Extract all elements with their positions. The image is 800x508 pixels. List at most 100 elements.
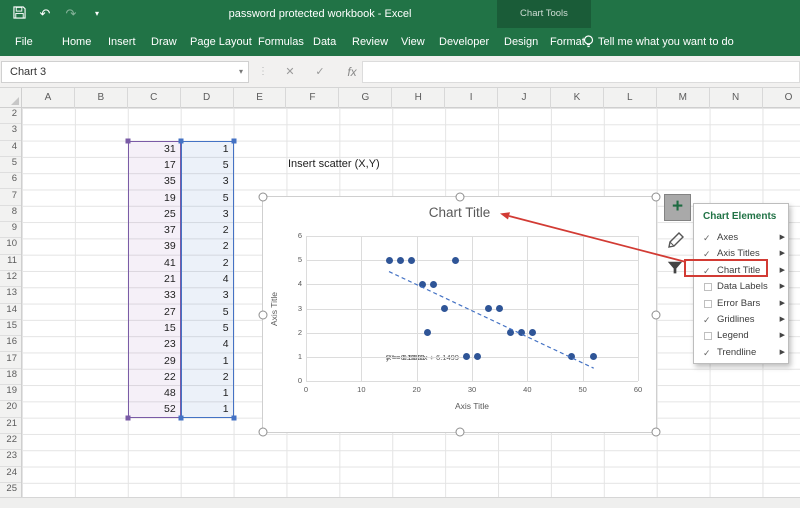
scatter-point[interactable] [518,329,526,337]
chevron-right-icon[interactable]: ▶ [779,266,785,274]
column-header-m[interactable]: M [657,88,710,108]
name-box-caret-icon[interactable]: ▾ [238,67,243,76]
column-header-h[interactable]: H [392,88,446,108]
select-all-corner[interactable] [0,88,22,108]
cell-d16[interactable]: 4 [222,338,229,351]
ribbon-tab-view[interactable]: View [401,36,425,48]
cell-c18[interactable]: 22 [164,370,176,383]
checkbox-checked-icon[interactable]: ✓ [703,265,711,276]
panel-item-axes[interactable]: ✓ Axes ▶ [694,230,790,246]
cell-c12[interactable]: 21 [164,273,176,285]
trendline[interactable] [263,197,658,434]
cell-c10[interactable]: 39 [164,240,176,253]
ribbon-tab-insert[interactable]: Insert [108,36,136,48]
column-header-o[interactable]: O [763,88,800,108]
row-header-6[interactable]: 6 [0,173,21,190]
chevron-right-icon[interactable]: ▶ [779,299,785,307]
chart-selection-handle[interactable] [258,192,268,202]
row-header-7[interactable]: 7 [0,190,21,206]
scatter-point[interactable] [568,353,576,361]
cell-d13[interactable]: 3 [222,289,229,302]
row-header-18[interactable]: 18 [0,369,21,386]
cell-c5[interactable]: 17 [164,158,176,171]
row-header-19[interactable]: 19 [0,385,21,402]
cell-c6[interactable]: 35 [164,175,176,188]
panel-item-trendline[interactable]: ✓ Trendline ▶ [694,345,790,361]
cell-d9[interactable]: 2 [222,224,229,237]
row-header-24[interactable]: 24 [0,467,21,483]
chart-selection-handle[interactable] [651,192,661,202]
chart-selection-handle[interactable] [258,310,268,319]
column-header-g[interactable]: G [339,88,393,108]
formula-input[interactable] [362,61,800,83]
cell-c9[interactable]: 37 [164,224,176,237]
ribbon-tab-design[interactable]: Design [504,36,539,48]
scatter-point[interactable] [462,353,470,361]
scatter-point[interactable] [485,305,493,312]
panel-item-axis-titles[interactable]: ✓ Axis Titles ▶ [694,246,790,262]
cell-d17[interactable]: 1 [222,354,229,367]
chevron-right-icon[interactable]: ▶ [779,283,785,291]
row-header-14[interactable]: 14 [0,304,21,320]
ribbon-tab-formulas[interactable]: Formulas [258,36,304,48]
chart-selection-handle[interactable] [651,427,661,437]
column-header-n[interactable]: N [710,88,763,108]
row-header-4[interactable]: 4 [0,141,21,157]
row-header-2[interactable]: 2 [0,108,21,125]
chevron-right-icon[interactable]: ▶ [779,250,785,258]
chart-selection-handle[interactable] [455,192,464,202]
row-header-5[interactable]: 5 [0,157,21,174]
scatter-point[interactable] [418,280,426,288]
cell-d8[interactable]: 3 [222,207,229,220]
checkbox-checked-icon[interactable]: ✓ [703,315,711,325]
chart-filters-button[interactable] [666,259,688,281]
scatter-point[interactable] [429,280,437,288]
scatter-point[interactable] [590,353,598,361]
chart-selection-handle[interactable] [258,427,268,437]
scatter-point[interactable] [496,305,504,312]
scatter-point[interactable] [396,256,404,264]
cell-c16[interactable]: 23 [164,338,176,351]
ribbon-tab-home[interactable]: Home [62,36,92,48]
ribbon-tab-developer[interactable]: Developer [439,36,490,48]
scatter-point[interactable] [407,256,415,264]
cell-d4[interactable]: 1 [222,142,229,155]
redo-icon[interactable]: ↷ [65,6,77,21]
cell-d19[interactable]: 1 [222,387,229,400]
x-axis-title[interactable]: Axis Title [454,401,489,411]
row-header-8[interactable]: 8 [0,206,21,223]
cell-c20[interactable]: 52 [164,403,176,416]
cell-c17[interactable]: 29 [164,354,176,367]
checkbox-unchecked-icon[interactable] [704,283,712,292]
insert-function-icon[interactable]: fx [347,65,357,79]
column-header-d[interactable]: D [181,88,234,108]
row-header-16[interactable]: 16 [0,336,21,353]
enter-icon[interactable]: ✓ [315,66,325,78]
column-header-j[interactable]: J [498,88,551,108]
row-header-11[interactable]: 11 [0,255,21,271]
row-header-9[interactable]: 9 [0,222,21,239]
chart-object[interactable]: Chart Title Axis Title Axis Title y = -0… [258,192,661,437]
cancel-icon[interactable]: ✕ [285,66,295,78]
checkbox-unchecked-icon[interactable] [704,299,712,308]
row-header-17[interactable]: 17 [0,353,21,369]
row-header-3[interactable]: 3 [0,124,21,141]
column-header-b[interactable]: B [75,88,128,108]
ribbon-tab-data[interactable]: Data [313,36,337,48]
row-header-23[interactable]: 23 [0,450,21,467]
cell-c7[interactable]: 19 [164,191,176,204]
chevron-right-icon[interactable]: ▶ [779,332,785,340]
cell-d5[interactable]: 5 [222,158,229,171]
row-header-15[interactable]: 15 [0,320,21,337]
checkbox-checked-icon[interactable]: ✓ [703,347,711,358]
checkbox-checked-icon[interactable]: ✓ [703,249,711,260]
chart-selection-handle[interactable] [455,427,464,437]
cell-d11[interactable]: 2 [222,256,229,269]
cell-d12[interactable]: 4 [222,273,229,285]
row-header-12[interactable]: 12 [0,271,21,288]
panel-item-legend[interactable]: Legend ▶ [694,328,790,344]
ribbon-tab-draw[interactable]: Draw [151,36,177,48]
cell-c15[interactable]: 15 [164,321,176,334]
cell-d18[interactable]: 2 [222,370,229,383]
quick-access-customize-icon[interactable]: ▾ [94,9,99,18]
